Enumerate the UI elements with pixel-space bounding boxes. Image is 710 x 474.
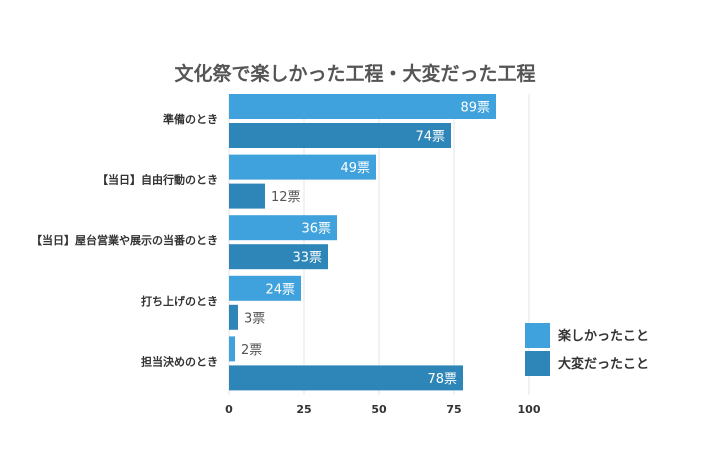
data-label: 49票: [340, 161, 370, 176]
data-label: 3票: [244, 311, 265, 326]
bar: [229, 304, 238, 330]
x-tick-label: 25: [296, 403, 311, 416]
data-label: 89票: [460, 101, 490, 116]
x-tick-label: 0: [225, 403, 233, 416]
category-label: 担当決めのとき: [141, 354, 218, 368]
bar: [229, 123, 451, 148]
axes: 0 25 50 75 100 準備のとき【当日】自由行動のとき【当日】屋台営業や展示の当番…: [31, 112, 541, 416]
bar: [229, 275, 301, 301]
data-label: 2票: [241, 343, 262, 358]
category-label: 打ち上げのとき: [141, 294, 218, 308]
data-label: 78票: [427, 372, 457, 387]
bar: [229, 154, 376, 180]
x-tick-label: 100: [518, 403, 541, 416]
x-tick-label: 75: [446, 403, 461, 416]
bar: [229, 94, 496, 119]
chart-title: 文化祭で楽しかった工程・大変だった工程: [174, 62, 535, 85]
data-label: 24票: [265, 282, 295, 297]
legend-label: 楽しかったこと: [557, 328, 649, 344]
bar: [229, 215, 337, 241]
data-label: 36票: [301, 222, 331, 237]
legend-swatch: [525, 351, 550, 376]
category-label: 【当日】屋台営業や展示の当番のとき: [31, 233, 218, 247]
data-label: 33票: [292, 251, 322, 266]
data-label: 74票: [415, 130, 445, 145]
category-label: 準備のとき: [163, 112, 218, 126]
bar: [229, 365, 463, 391]
bar: [229, 336, 235, 362]
x-tick-label: 50: [371, 403, 387, 416]
bar: [229, 244, 328, 270]
data-label: 12票: [271, 190, 301, 205]
legend-label: 大変だったこと: [558, 356, 649, 372]
legend-swatch: [525, 323, 550, 348]
category-label: 【当日】自由行動のとき: [97, 173, 218, 187]
bar: [229, 183, 265, 209]
